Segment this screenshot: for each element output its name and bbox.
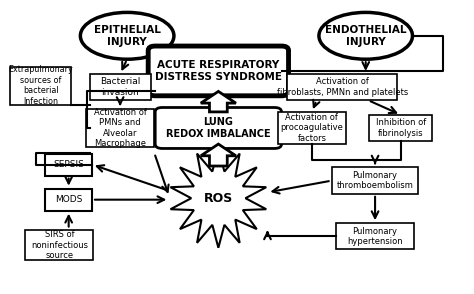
FancyBboxPatch shape xyxy=(90,74,151,100)
Text: SEPSIS: SEPSIS xyxy=(53,160,84,169)
Ellipse shape xyxy=(319,12,412,59)
Text: LUNG
REDOX IMBALANCE: LUNG REDOX IMBALANCE xyxy=(166,117,271,139)
Text: Pulmonary
hypertension: Pulmonary hypertension xyxy=(347,227,403,246)
Text: Pulmonary
thromboembolism: Pulmonary thromboembolism xyxy=(337,171,413,190)
FancyBboxPatch shape xyxy=(10,66,71,105)
Text: ENDOTHELIAL
INJURY: ENDOTHELIAL INJURY xyxy=(325,25,407,47)
FancyBboxPatch shape xyxy=(148,46,289,96)
FancyBboxPatch shape xyxy=(46,153,92,176)
Text: ROS: ROS xyxy=(204,192,233,205)
Text: SIRS of
noninfectious
source: SIRS of noninfectious source xyxy=(31,230,88,260)
FancyBboxPatch shape xyxy=(332,168,419,194)
Text: Extrapulmonary
sources of
bacterial
Infection: Extrapulmonary sources of bacterial Infe… xyxy=(8,66,73,106)
FancyBboxPatch shape xyxy=(86,109,154,147)
Text: EPITHELIAL
INJURY: EPITHELIAL INJURY xyxy=(94,25,161,47)
Polygon shape xyxy=(171,149,266,248)
Text: Activation of
procoagulative
factors: Activation of procoagulative factors xyxy=(281,113,343,143)
FancyBboxPatch shape xyxy=(46,189,92,211)
Ellipse shape xyxy=(81,12,174,59)
FancyBboxPatch shape xyxy=(369,115,432,141)
Text: ACUTE RESPIRATORY
DISTRESS SYNDROME: ACUTE RESPIRATORY DISTRESS SYNDROME xyxy=(155,60,282,82)
Text: Inhibition of
fibrinolysis: Inhibition of fibrinolysis xyxy=(376,118,426,138)
FancyBboxPatch shape xyxy=(26,230,93,260)
Text: Bacterial
invasion: Bacterial invasion xyxy=(100,77,140,97)
Text: Activation of
fibroblasts, PMNn and platelets: Activation of fibroblasts, PMNn and plat… xyxy=(277,77,408,97)
FancyBboxPatch shape xyxy=(278,112,346,144)
Text: MODS: MODS xyxy=(55,195,82,204)
FancyBboxPatch shape xyxy=(337,223,414,249)
Polygon shape xyxy=(201,144,236,166)
Polygon shape xyxy=(201,91,236,112)
FancyBboxPatch shape xyxy=(155,108,282,148)
Text: Activation of
PMNs and
Alveolar
Macrophage: Activation of PMNs and Alveolar Macropha… xyxy=(94,108,146,148)
FancyBboxPatch shape xyxy=(287,74,397,100)
